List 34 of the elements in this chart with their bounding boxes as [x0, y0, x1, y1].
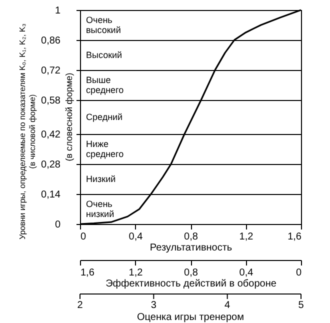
y-tick-label: 0,14: [41, 190, 61, 201]
y-tick-label: 1: [54, 6, 61, 16]
x2-tick-label: 1,2: [128, 268, 144, 278]
x-axis-title: Результативность: [150, 242, 232, 254]
x2-tick-label: 0,8: [184, 268, 198, 278]
y-tick-label: 0,28: [41, 160, 61, 171]
x2-axis-title: Эффективность действий в обороне: [106, 278, 277, 290]
annotation: Ниже среднего: [86, 139, 124, 160]
x-tick-label: 1,6: [288, 232, 302, 242]
y-tick-label: 0,86: [41, 35, 61, 46]
annotation: Выше среднего: [86, 74, 124, 95]
y-tick-label: 0,42: [41, 130, 61, 141]
x-tick-label: 0,4: [128, 232, 144, 242]
x-tick-label: 1,2: [239, 232, 254, 242]
annotation: Очень высокий: [86, 14, 121, 35]
y-tick-label: 0,58: [41, 95, 61, 106]
text: Оценка игры тренером: [137, 312, 244, 323]
annotation: Средний: [86, 112, 123, 122]
text: 5: [298, 300, 304, 311]
y-tick-label: 0: [54, 220, 61, 230]
x-tick-label: 0: [80, 232, 86, 242]
x-tick-label: 0,8: [184, 232, 198, 242]
y2-axis-title: (в словесной форме): [64, 72, 74, 162]
text: 4: [224, 300, 231, 311]
text: 2: [77, 300, 84, 311]
annotation: Высокий: [86, 50, 122, 60]
annotation: Очень низкий: [86, 199, 114, 220]
x2-tick-label: 0: [296, 268, 302, 278]
y-axis-title: Уровни игры, определяемые по показателям K₀, K₁, K₂, K₃ (в числовой форме): [18, 23, 38, 240]
y-tick-label: 0,72: [41, 65, 61, 76]
text: 3: [150, 300, 157, 311]
x2-tick-label: 0,4: [239, 268, 254, 278]
annotation: Низкий: [86, 174, 116, 184]
x2-tick-label: 1,6: [80, 268, 95, 278]
